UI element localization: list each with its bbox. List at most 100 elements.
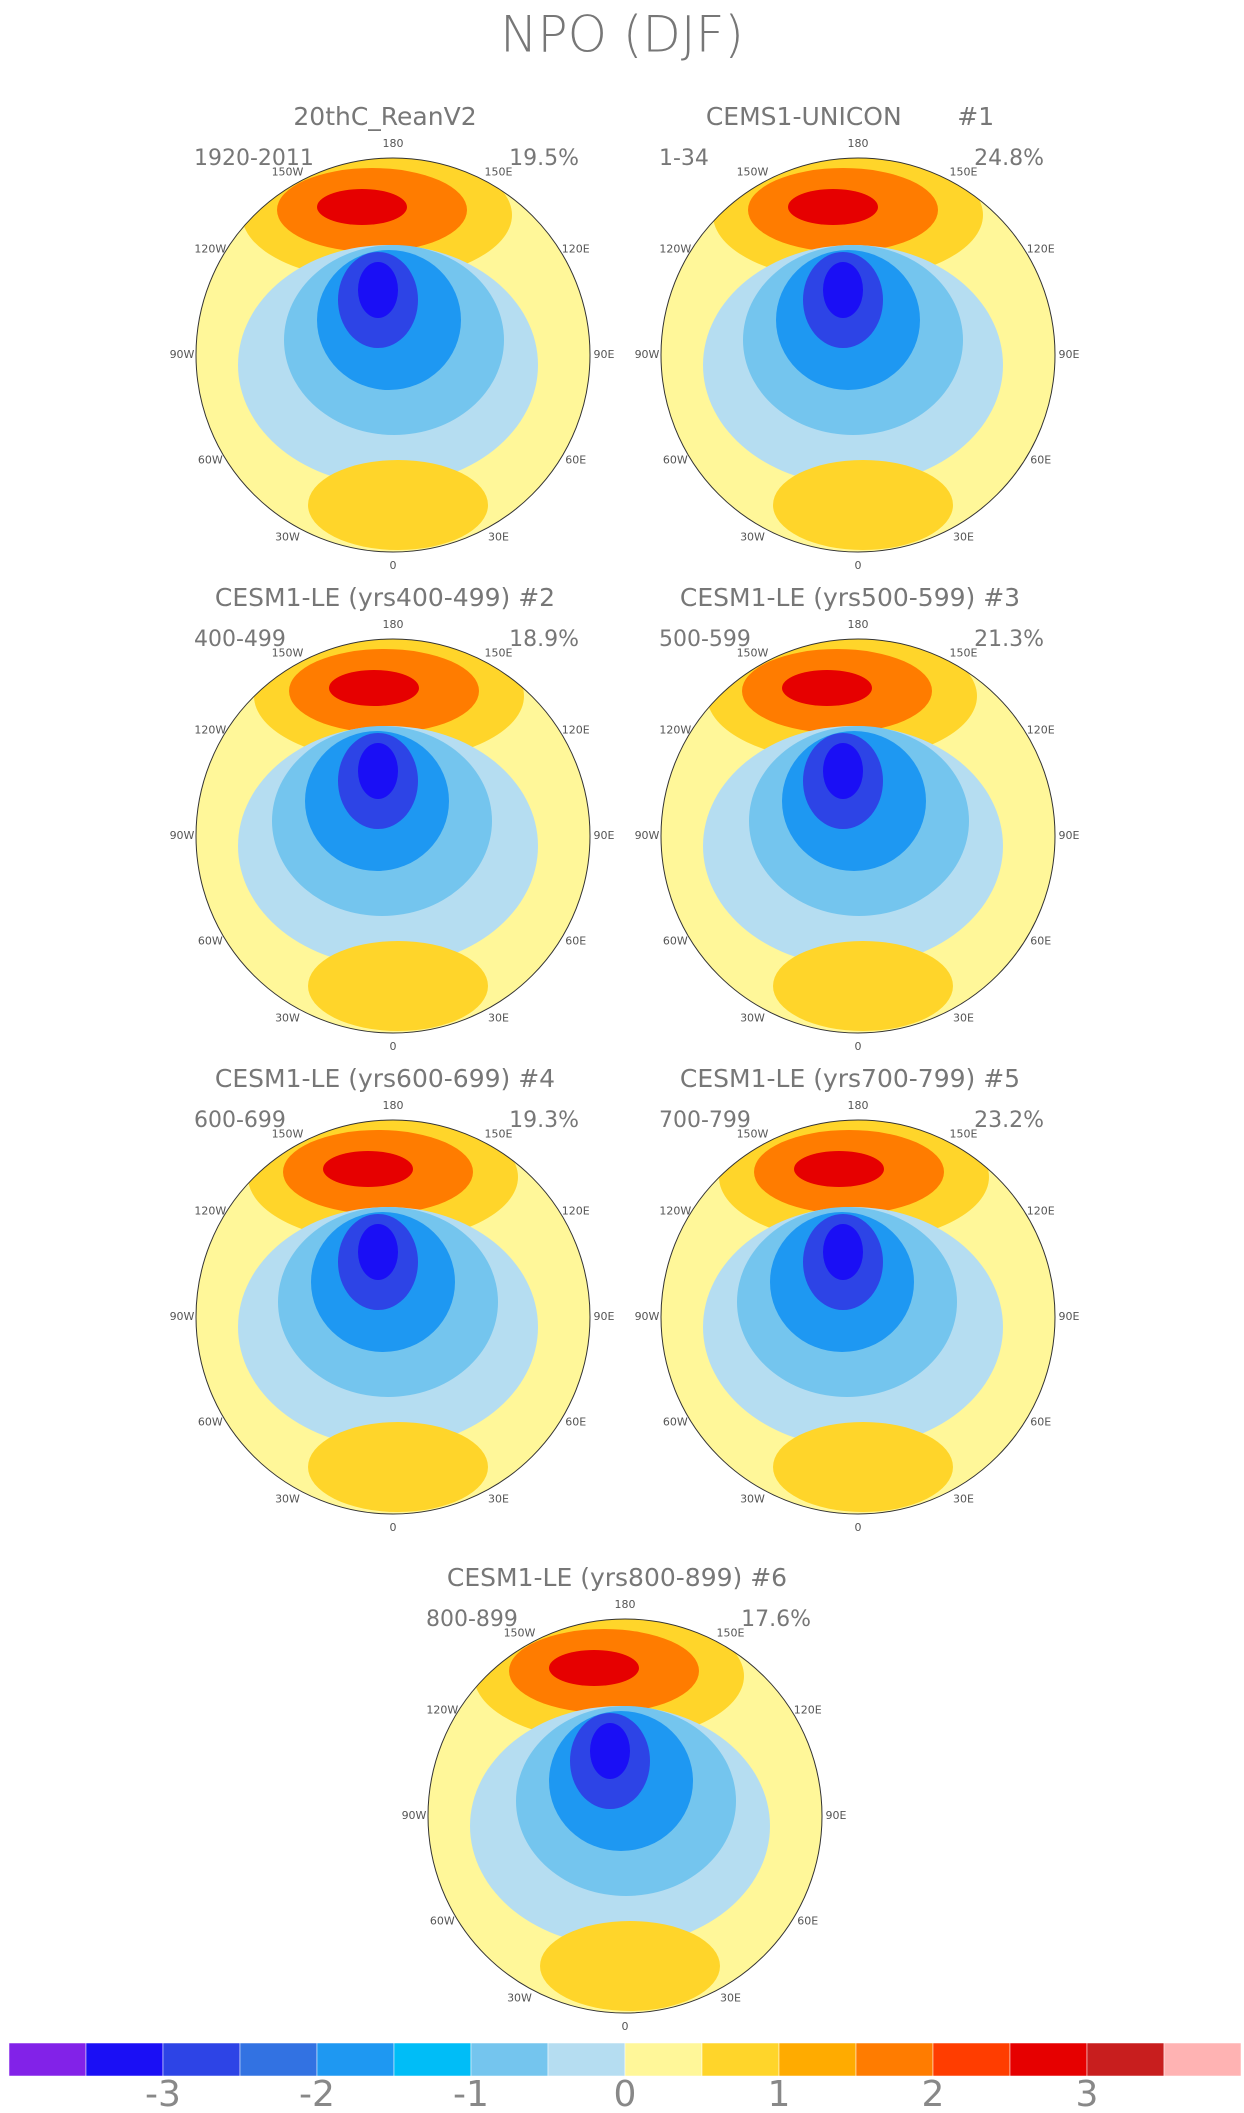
colorbar-box <box>932 2042 1011 2077</box>
longitude-label: 180 <box>848 618 869 631</box>
map-outline <box>660 157 1056 553</box>
longitude-label: 120E <box>562 724 590 737</box>
anomaly-positive <box>549 1650 639 1686</box>
longitude-label: 120W <box>194 724 226 737</box>
longitude-label: 150E <box>485 646 513 659</box>
longitude-label: 120E <box>1027 1205 1055 1218</box>
longitude-label: 150W <box>737 165 769 178</box>
longitude-label: 150W <box>737 1127 769 1140</box>
longitude-label: 90W <box>635 829 660 842</box>
longitude-label: 90E <box>1059 348 1080 361</box>
anomaly-positive <box>323 1151 413 1187</box>
longitude-label: 150E <box>950 646 978 659</box>
longitude-label: 90W <box>170 348 195 361</box>
colorbar-box <box>624 2042 703 2077</box>
longitude-label: 90W <box>635 1310 660 1323</box>
longitude-label: 120E <box>562 243 590 256</box>
longitude-label: 60W <box>663 935 688 948</box>
panel-title: CEMS1-UNICON #1 <box>706 102 994 131</box>
longitude-label: 30W <box>740 1012 765 1025</box>
panel-period: 700-799 <box>659 1108 751 1133</box>
longitude-label: 90W <box>402 1809 427 1822</box>
longitude-label: 60W <box>198 1416 223 1429</box>
anomaly-positive <box>329 670 419 706</box>
longitude-label: 60W <box>430 1915 455 1928</box>
panel-variance: 23.2% <box>974 1108 1044 1133</box>
longitude-label: 30E <box>488 1493 509 1506</box>
map-outline <box>660 638 1056 1034</box>
map-outline <box>660 1119 1056 1515</box>
longitude-label: 180 <box>383 1099 404 1112</box>
colorbar-box <box>1086 2042 1165 2077</box>
panel-variance: 17.6% <box>741 1607 811 1632</box>
anomaly-negative <box>823 743 863 799</box>
anomaly-positive <box>308 1422 488 1512</box>
longitude-label: 30E <box>953 531 974 544</box>
longitude-label: 120W <box>194 243 226 256</box>
longitude-label: 0 <box>390 1040 397 1053</box>
colorbar-label: 3 <box>1076 2074 1099 2113</box>
colorbar-box <box>316 2042 395 2077</box>
longitude-label: 120W <box>659 243 691 256</box>
panel-period: 1920-2011 <box>194 146 314 171</box>
longitude-label: 180 <box>615 1598 636 1611</box>
colorbar-box <box>1009 2042 1088 2077</box>
colorbar-label: -3 <box>145 2074 181 2113</box>
panel-variance: 21.3% <box>974 627 1044 652</box>
colorbar-box <box>855 2042 934 2077</box>
longitude-label: 60E <box>1030 935 1051 948</box>
longitude-label: 150E <box>950 165 978 178</box>
panel-variance: 19.3% <box>509 1108 579 1133</box>
anomaly-positive <box>540 1921 720 2011</box>
colorbar-box <box>778 2042 857 2077</box>
longitude-label: 0 <box>390 1521 397 1534</box>
longitude-label: 120E <box>1027 724 1055 737</box>
colorbar-label: 1 <box>768 2074 791 2113</box>
panel-variance: 18.9% <box>509 627 579 652</box>
longitude-label: 180 <box>383 137 404 150</box>
longitude-label: 90E <box>594 1310 615 1323</box>
anomaly-positive <box>317 189 407 225</box>
longitude-label: 90E <box>1059 1310 1080 1323</box>
longitude-label: 60E <box>565 454 586 467</box>
longitude-label: 120W <box>194 1205 226 1218</box>
map-outline <box>195 157 591 553</box>
colorbar-box <box>1163 2042 1242 2077</box>
panel-period: 400-499 <box>194 627 286 652</box>
longitude-label: 60E <box>1030 1416 1051 1429</box>
longitude-label: 60W <box>198 935 223 948</box>
figure-title: NPO (DJF) <box>500 6 744 64</box>
longitude-label: 120E <box>794 1704 822 1717</box>
colorbar-label: 2 <box>922 2074 945 2113</box>
anomaly-positive <box>794 1151 884 1187</box>
panel-title: CESM1-LE (yrs400-499) #2 <box>215 583 555 612</box>
longitude-label: 30W <box>275 1012 300 1025</box>
colorbar-box <box>547 2042 626 2077</box>
panel-title: CESM1-LE (yrs500-599) #3 <box>680 583 1020 612</box>
longitude-label: 120E <box>562 1205 590 1218</box>
longitude-label: 150E <box>717 1626 745 1639</box>
longitude-label: 90E <box>826 1809 847 1822</box>
colorbar-box <box>162 2042 241 2077</box>
polar-map <box>661 639 1055 1033</box>
longitude-label: 90E <box>594 829 615 842</box>
longitude-label: 0 <box>855 1040 862 1053</box>
anomaly-positive <box>308 941 488 1031</box>
anomaly-negative <box>823 1224 863 1280</box>
longitude-label: 150W <box>737 646 769 659</box>
anomaly-positive <box>773 1422 953 1512</box>
longitude-label: 30E <box>488 1012 509 1025</box>
longitude-label: 90E <box>594 348 615 361</box>
longitude-label: 60W <box>663 1416 688 1429</box>
longitude-label: 150E <box>485 1127 513 1140</box>
panel-period: 800-899 <box>426 1607 518 1632</box>
longitude-label: 60W <box>663 454 688 467</box>
longitude-label: 30W <box>275 531 300 544</box>
longitude-label: 0 <box>855 1521 862 1534</box>
longitude-label: 180 <box>383 618 404 631</box>
colorbar-label: -2 <box>299 2074 335 2113</box>
anomaly-negative <box>358 1224 398 1280</box>
panel-period: 600-699 <box>194 1108 286 1133</box>
longitude-label: 120E <box>1027 243 1055 256</box>
